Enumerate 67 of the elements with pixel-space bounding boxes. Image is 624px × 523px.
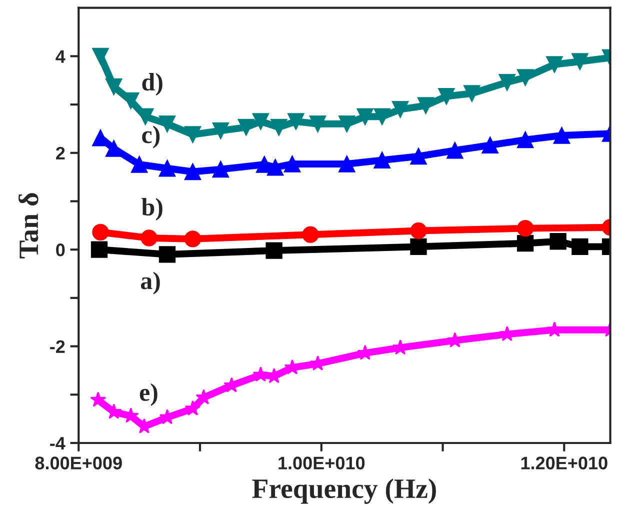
point: [284, 156, 301, 172]
point: [392, 101, 409, 118]
point: [464, 85, 480, 102]
point: [266, 242, 282, 259]
point: [184, 230, 202, 248]
point: [105, 140, 122, 157]
series-label: e): [140, 383, 158, 406]
series-label: a): [140, 272, 160, 294]
point: [130, 156, 148, 173]
point: [498, 74, 516, 91]
point: [417, 97, 434, 114]
point: [158, 160, 176, 177]
point: [410, 148, 427, 165]
point: [212, 122, 229, 139]
x-tick-label: 1.00E+010: [278, 456, 365, 470]
x-tick-label: 8.00E+009: [35, 456, 122, 470]
point: [212, 160, 229, 178]
point: [158, 246, 176, 263]
point: [158, 116, 176, 132]
point: [550, 233, 566, 250]
point: [546, 56, 563, 73]
x-tick-label: 1.20E+010: [521, 456, 608, 470]
point: [184, 400, 201, 416]
series-label: c): [142, 126, 160, 148]
point: [572, 238, 588, 256]
point: [252, 113, 270, 130]
point: [140, 230, 158, 246]
y-tick-label: -4: [50, 437, 66, 450]
point: [90, 241, 108, 258]
point: [105, 78, 122, 95]
point: [572, 53, 588, 70]
point: [90, 392, 106, 407]
point: [553, 127, 570, 144]
y-axis-title: Tan δ: [18, 193, 38, 258]
point: [374, 108, 390, 125]
point: [516, 69, 534, 86]
x-axis-title: Frequency (Hz): [252, 478, 436, 504]
point: [270, 118, 288, 136]
y-tick-label: 4: [56, 50, 66, 63]
point: [482, 136, 498, 154]
point: [516, 234, 534, 252]
series-label: b): [142, 198, 162, 221]
point: [92, 224, 109, 241]
point: [516, 220, 534, 237]
point: [252, 366, 269, 382]
point: [374, 152, 390, 168]
point: [516, 132, 534, 148]
point: [338, 156, 356, 172]
point: [106, 404, 122, 419]
series-label: d): [142, 72, 162, 96]
point: [184, 126, 202, 143]
point: [410, 238, 427, 256]
point: [92, 48, 109, 65]
point: [184, 163, 202, 180]
y-tick-label: 2: [56, 146, 65, 160]
point: [309, 116, 326, 132]
y-tick-label: 0: [56, 244, 65, 256]
point: [288, 113, 304, 130]
point: [438, 88, 455, 105]
point: [238, 118, 254, 136]
point: [302, 226, 319, 243]
point: [446, 142, 464, 159]
y-tick-label: -2: [50, 340, 65, 353]
point: [410, 222, 427, 240]
point: [266, 159, 284, 176]
point: [338, 116, 356, 132]
point: [356, 108, 374, 125]
